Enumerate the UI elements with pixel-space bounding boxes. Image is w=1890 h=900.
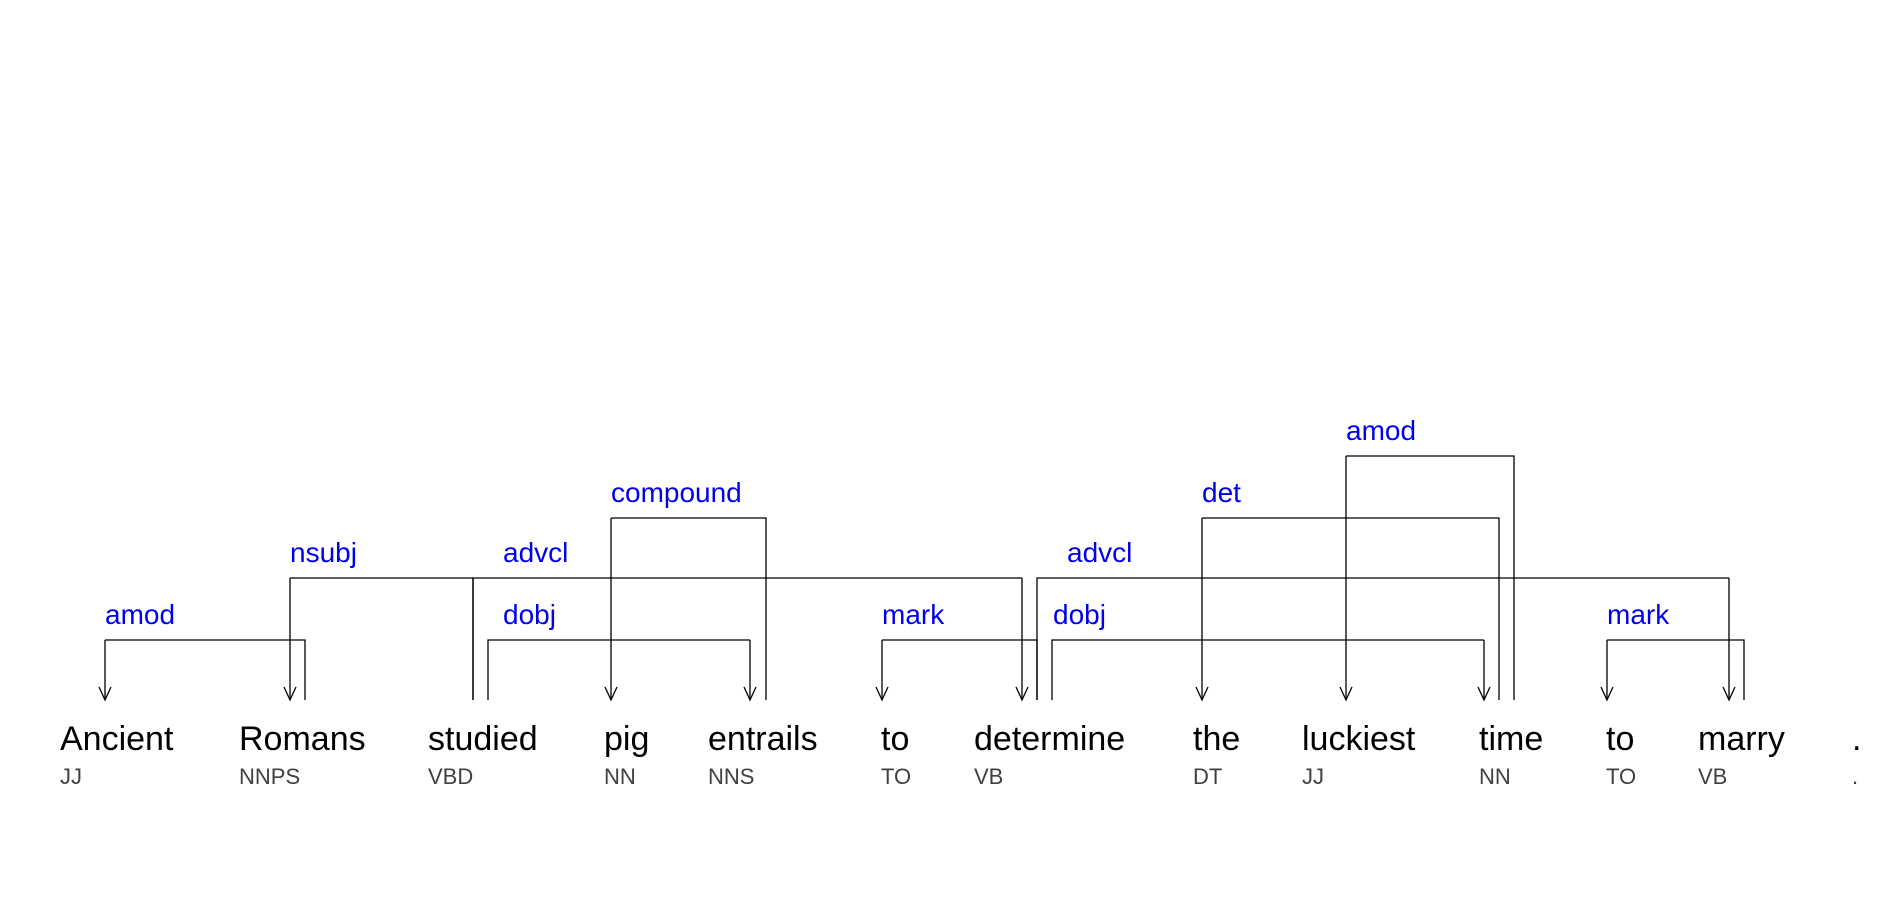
token-word: to [1606, 720, 1634, 758]
arc-line [1036, 577, 1730, 700]
token-tag: JJ [60, 764, 82, 789]
token-word: studied [428, 720, 538, 758]
token-word: luckiest [1302, 720, 1416, 758]
dependency-arc: nsubj [283, 537, 474, 702]
arrow-head-icon [98, 686, 112, 702]
relation-label: advcl [503, 537, 568, 568]
dependency-arc: advcl [472, 537, 1029, 702]
arc-line [487, 639, 751, 700]
arrow-head-icon [1195, 686, 1209, 702]
token-word: determine [974, 720, 1125, 758]
dependency-arc: dobj [487, 599, 757, 702]
token: Ancient JJ [60, 720, 174, 789]
arc-line [881, 639, 1038, 700]
token: time NN [1479, 720, 1543, 789]
arc-line [1606, 639, 1745, 700]
token-word: Ancient [60, 720, 174, 758]
relation-label: amod [1346, 415, 1416, 446]
relation-label: advcl [1067, 537, 1132, 568]
dependency-arc: mark [1600, 599, 1745, 702]
relation-label: det [1202, 477, 1241, 508]
relation-label: nsubj [290, 537, 357, 568]
arrow-head-icon [604, 686, 618, 702]
relation-label: mark [882, 599, 945, 630]
token-word: time [1479, 720, 1543, 758]
relation-label: dobj [1053, 599, 1106, 630]
dependency-arc: det [1195, 477, 1500, 702]
token-word: pig [604, 720, 649, 758]
arc-line [1345, 455, 1515, 700]
token-tag: DT [1193, 764, 1222, 789]
arc-line [610, 517, 767, 700]
token: studied VBD [428, 720, 538, 789]
token: entrails NNS [708, 720, 818, 789]
token: the DT [1193, 720, 1240, 789]
token-word: Romans [239, 720, 366, 758]
token-word: . [1852, 720, 1861, 758]
arc-line [104, 639, 306, 700]
token-tag: NNS [708, 764, 754, 789]
arrow-head-icon [743, 686, 757, 702]
dependency-arc: dobj [1051, 599, 1491, 702]
arrow-head-icon [1722, 686, 1736, 702]
token-tag: NNPS [239, 764, 300, 789]
arrow-head-icon [875, 686, 889, 702]
token: to TO [1606, 720, 1636, 789]
token-tag: VBD [428, 764, 473, 789]
token-tag: VB [1698, 764, 1727, 789]
relation-label: dobj [503, 599, 556, 630]
dependency-arc: advcl [1036, 537, 1736, 702]
token-tag: . [1852, 764, 1858, 789]
relation-label: mark [1607, 599, 1670, 630]
token: Romans NNPS [239, 720, 366, 789]
token-word: to [881, 720, 909, 758]
token-tag: JJ [1302, 764, 1324, 789]
token-tag: VB [974, 764, 1003, 789]
token-word: marry [1698, 720, 1785, 758]
token: determine VB [974, 720, 1125, 789]
token: luckiest JJ [1302, 720, 1416, 789]
token: pig NN [604, 720, 649, 789]
dependency-arc: compound [604, 477, 767, 702]
arrow-head-icon [1339, 686, 1353, 702]
dependency-arc: amod [98, 599, 306, 702]
token: marry VB [1698, 720, 1785, 789]
token: .. [1852, 720, 1861, 789]
dependency-arc: mark [875, 599, 1038, 702]
arc-line [1051, 639, 1485, 700]
token-tag: NN [1479, 764, 1511, 789]
dependency-arc: amod [1339, 415, 1515, 702]
tokens-layer: Ancient JJ Romans NNPS studied VBD pig NN entrai… [60, 720, 1861, 789]
token-word: entrails [708, 720, 818, 758]
token-tag: TO [881, 764, 911, 789]
arc-line [1201, 517, 1500, 700]
arrow-head-icon [283, 686, 297, 702]
token: to TO [881, 720, 911, 789]
arcs-layer: amod nsubj dobj advcl compound mark dobj advcl d… [98, 415, 1745, 702]
arc-line [472, 577, 1023, 700]
token-tag: NN [604, 764, 636, 789]
arrow-head-icon [1477, 686, 1491, 702]
relation-label: amod [105, 599, 175, 630]
arc-line [289, 577, 474, 700]
token-tag: TO [1606, 764, 1636, 789]
arrow-head-icon [1015, 686, 1029, 702]
relation-label: compound [611, 477, 742, 508]
token-word: the [1193, 720, 1240, 758]
arrow-head-icon [1600, 686, 1614, 702]
